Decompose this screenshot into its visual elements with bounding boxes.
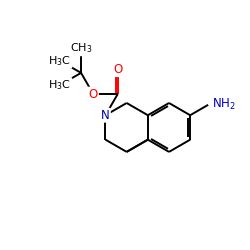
- Text: O: O: [113, 63, 122, 76]
- Text: H$_3$C: H$_3$C: [48, 54, 71, 68]
- Text: H$_3$C: H$_3$C: [48, 78, 71, 92]
- Text: NH$_2$: NH$_2$: [212, 97, 236, 112]
- Text: N: N: [101, 109, 110, 122]
- Text: O: O: [89, 88, 98, 101]
- Text: CH$_3$: CH$_3$: [70, 42, 92, 55]
